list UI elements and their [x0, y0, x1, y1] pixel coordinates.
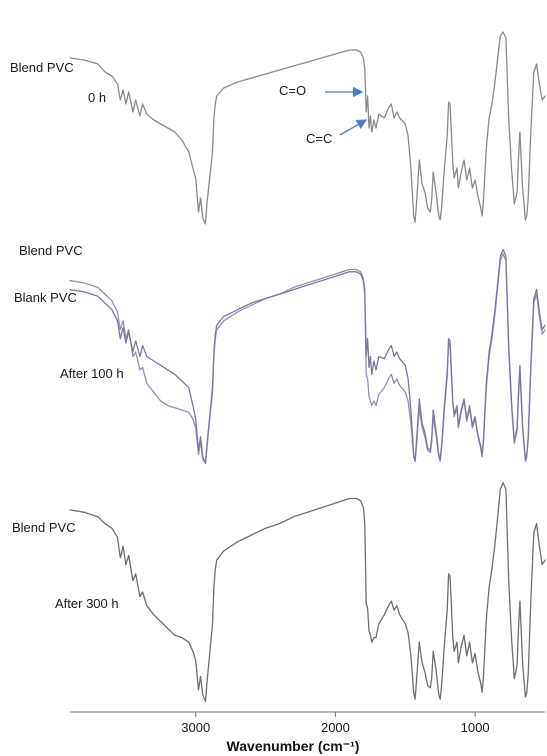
panel-100h: Blend PVC Blank PVC After 100 h [14, 243, 546, 465]
series-blend-pvc-100h [69, 248, 546, 465]
series-blank-pvc-100h [69, 253, 546, 465]
annotation-cc-label: C=C [306, 131, 332, 146]
panel1-sample-label: Blend PVC [10, 60, 74, 75]
panel3-sample-label: Blend PVC [12, 520, 76, 535]
panel2-time-label: After 100 h [60, 366, 124, 381]
panel3-time-label: After 300 h [55, 596, 119, 611]
series-blend-pvc-0h [69, 31, 546, 225]
panel2-sample-label: Blend PVC [19, 243, 83, 258]
x-tick-label-2000: 2000 [321, 720, 350, 735]
annotation-cc-arrow [339, 119, 368, 136]
panel-300h: Blend PVC After 300 h [12, 481, 546, 703]
x-tick-label-3000: 3000 [181, 720, 210, 735]
x-tick-label-1000: 1000 [461, 720, 490, 735]
panel2-blank-label: Blank PVC [14, 290, 77, 305]
panel-0h: Blend PVC 0 h C=O C=C [10, 31, 546, 225]
annotation-co-label: C=O [279, 83, 306, 98]
series-blend-pvc-300h [69, 481, 546, 703]
x-axis-title: Wavenumber (cm⁻¹) [227, 738, 360, 754]
x-axis: 3000 2000 1000 Wavenumber (cm⁻¹) [70, 711, 545, 754]
panel1-time-label: 0 h [88, 90, 106, 105]
